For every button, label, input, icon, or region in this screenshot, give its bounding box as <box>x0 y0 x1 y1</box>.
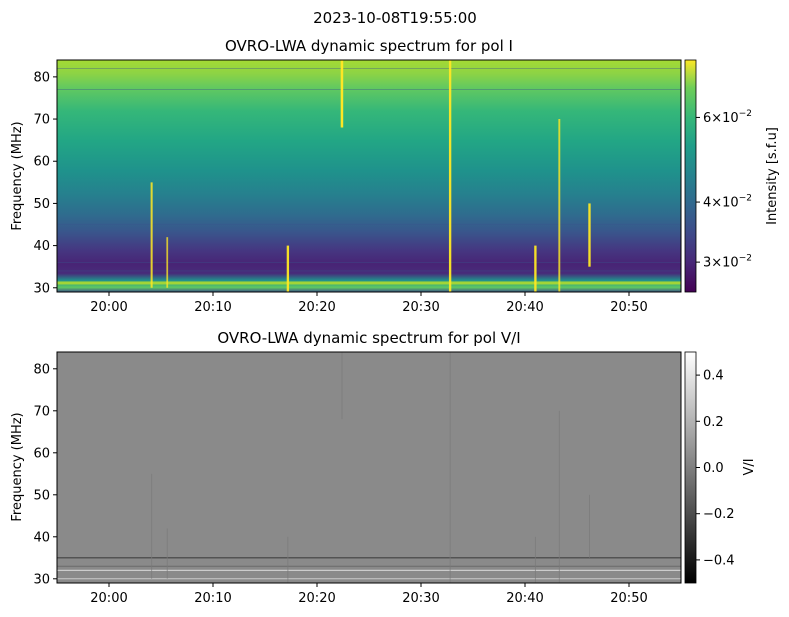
pol-vi-spectrogram <box>57 352 681 583</box>
pol-i-y-ticks: 30 40 50 60 70 80 <box>33 70 57 296</box>
pol-vi-x-ticks: 20:00 20:10 20:20 20:30 20:40 20:50 <box>90 583 648 606</box>
y-tick-label: 70 <box>33 113 50 128</box>
x-tick-label: 20:30 <box>402 591 439 606</box>
colorbar-tick-label: −0.4 <box>703 553 735 568</box>
panel-pol-i: OVRO-LWA dynamic spectrum for pol I Freq… <box>10 37 780 315</box>
y-tick-label: 60 <box>33 155 50 170</box>
pol-i-colorbar-label: Intensity [s.f.u] <box>765 127 780 225</box>
pol-i-features <box>57 60 681 292</box>
y-tick-label: 80 <box>33 362 50 377</box>
x-tick-label: 20:20 <box>298 300 335 315</box>
panel-pol-vi: OVRO-LWA dynamic spectrum for pol V/I Fr… <box>10 329 757 606</box>
y-tick-label: 50 <box>33 488 50 503</box>
colorbar-tick-label: −0.2 <box>703 507 735 522</box>
x-tick-label: 20:50 <box>610 591 647 606</box>
x-tick-label: 20:40 <box>506 591 543 606</box>
pol-i-colorbar <box>684 59 697 293</box>
x-tick-label: 20:10 <box>194 591 231 606</box>
colorbar-tick-label: 0.0 <box>703 461 724 476</box>
pol-i-ylabel: Frequency (MHz) <box>10 121 25 230</box>
pol-vi-colorbar <box>684 351 697 584</box>
colorbar-tick-label: 6×10−2 <box>703 109 752 126</box>
x-tick-label: 20:20 <box>298 591 335 606</box>
x-tick-label: 20:00 <box>90 591 127 606</box>
pol-i-axes-frame <box>56 59 682 293</box>
pol-i-colorbar-ticks: 3×10−2 4×10−2 6×10−2 <box>696 109 752 271</box>
pol-vi-y-ticks: 30 40 50 60 70 80 <box>33 362 57 587</box>
y-tick-label: 50 <box>33 197 50 212</box>
colorbar-tick-label: 0.4 <box>703 369 724 384</box>
y-tick-label: 30 <box>33 572 50 587</box>
y-tick-label: 80 <box>33 70 50 85</box>
colorbar-tick-label: 3×10−2 <box>703 254 752 271</box>
x-tick-label: 20:40 <box>506 300 543 315</box>
colorbar-tick-label: 0.2 <box>703 415 724 430</box>
pol-vi-ylabel: Frequency (MHz) <box>10 412 25 521</box>
y-tick-label: 30 <box>33 281 50 296</box>
pol-vi-axes-frame <box>56 351 682 584</box>
panel-pol-vi-title: OVRO-LWA dynamic spectrum for pol V/I <box>217 329 520 347</box>
panel-pol-i-title: OVRO-LWA dynamic spectrum for pol I <box>225 37 513 55</box>
pol-i-spectrogram <box>57 60 681 292</box>
y-tick-label: 70 <box>33 404 50 419</box>
x-tick-label: 20:50 <box>610 300 647 315</box>
figure-suptitle: 2023-10-08T19:55:00 <box>313 9 477 27</box>
y-tick-label: 40 <box>33 239 50 254</box>
low-band <box>57 281 681 285</box>
y-tick-label: 40 <box>33 530 50 545</box>
pol-vi-colorbar-ticks: 0.4 0.2 0.0 −0.2 −0.4 <box>696 369 735 568</box>
pol-vi-colorbar-label: V/I <box>742 458 757 475</box>
x-tick-label: 20:00 <box>90 300 127 315</box>
colorbar-tick-label: 4×10−2 <box>703 194 752 211</box>
x-tick-label: 20:10 <box>194 300 231 315</box>
pol-i-x-ticks: 20:00 20:10 20:20 20:30 20:40 20:50 <box>90 292 648 315</box>
x-tick-label: 20:30 <box>402 300 439 315</box>
y-tick-label: 60 <box>33 446 50 461</box>
pol-vi-features <box>57 352 681 583</box>
